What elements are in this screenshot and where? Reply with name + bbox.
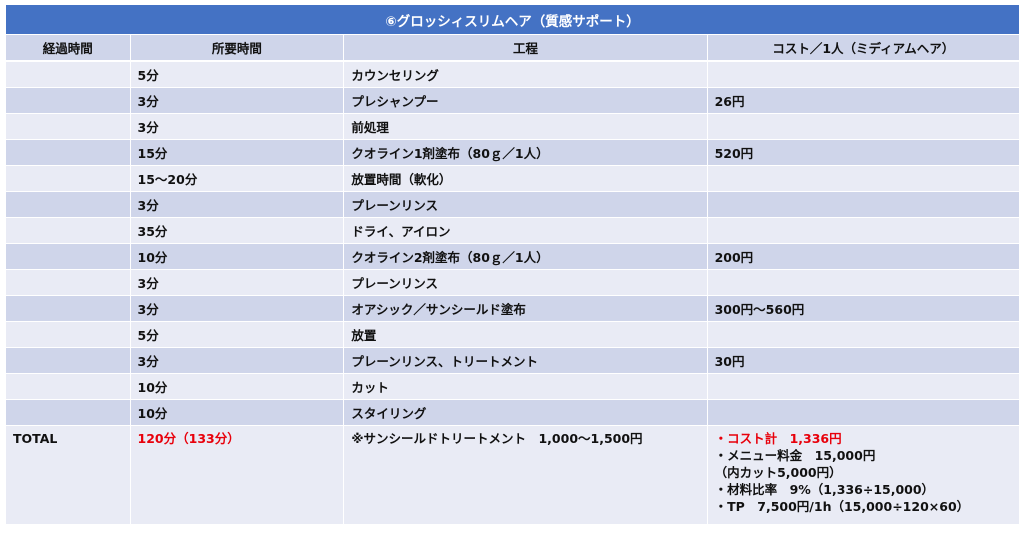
cell-duration: 15～20分 (129, 165, 345, 192)
total-label: TOTAL (5, 425, 131, 525)
header-process: 工程 (343, 34, 708, 62)
cell-elapsed (5, 243, 131, 270)
schedule-table-container: ⑥グロッシィスリムヘア（質感サポート） 経過時間 所要時間 工程 コスト／1人（… (5, 4, 1021, 525)
schedule-table: ⑥グロッシィスリムヘア（質感サポート） 経過時間 所要時間 工程 コスト／1人（… (5, 4, 1021, 525)
table-row: 3分 プレシャンプー 26円 (5, 87, 1021, 114)
header-row: 経過時間 所要時間 工程 コスト／1人（ミディアムヘア） (5, 34, 1021, 62)
cell-cost: 30円 (706, 347, 1021, 374)
cell-elapsed (5, 113, 131, 140)
cell-duration: 10分 (129, 243, 345, 270)
cell-cost (706, 269, 1021, 296)
header-cost: コスト／1人（ミディアムヘア） (706, 34, 1021, 62)
cell-process: ドライ、アイロン (343, 217, 708, 244)
cell-process: カウンセリング (343, 60, 708, 88)
cell-cost (706, 217, 1021, 244)
cell-process: プレーンリンス (343, 191, 708, 218)
cell-duration: 3分 (129, 269, 345, 296)
cell-process: プレシャンプー (343, 87, 708, 114)
table-row: 10分 クオライン2剤塗布（80ｇ／1人） 200円 (5, 243, 1021, 270)
table-row: 5分 カウンセリング (5, 60, 1021, 88)
cell-duration: 5分 (129, 60, 345, 88)
cell-elapsed (5, 347, 131, 374)
table-row: 5分 放置 (5, 321, 1021, 348)
cell-process: 前処理 (343, 113, 708, 140)
cell-elapsed (5, 321, 131, 348)
header-duration: 所要時間 (129, 34, 345, 62)
cell-elapsed (5, 165, 131, 192)
cell-duration: 35分 (129, 217, 345, 244)
cell-process: 放置時間（軟化） (343, 165, 708, 192)
cost-total-line: ・コスト計 1,336円 (714, 431, 842, 446)
tp-line: ・TP 7,500円/1h（15,000÷120×60） (714, 499, 970, 514)
material-ratio-line: ・材料比率 9%（1,336÷15,000） (714, 482, 935, 497)
cell-process: スタイリング (343, 399, 708, 426)
table-row: 3分 オアシック／サンシールド塗布 300円～560円 (5, 295, 1021, 322)
cell-duration: 5分 (129, 321, 345, 348)
cell-elapsed (5, 295, 131, 322)
cell-cost: 300円～560円 (706, 295, 1021, 322)
table-row: 15分 クオライン1剤塗布（80ｇ／1人） 520円 (5, 139, 1021, 166)
table-row: 10分 スタイリング (5, 399, 1021, 426)
cell-cost (706, 113, 1021, 140)
cell-process: 放置 (343, 321, 708, 348)
title-row: ⑥グロッシィスリムヘア（質感サポート） (5, 4, 1020, 35)
cell-duration: 15分 (129, 139, 345, 166)
cell-process: オアシック／サンシールド塗布 (343, 295, 708, 322)
cell-duration: 3分 (129, 113, 345, 140)
cell-process: クオライン1剤塗布（80ｇ／1人） (343, 139, 708, 166)
total-note: ※サンシールドトリートメント 1,000～1,500円 (343, 425, 708, 525)
cell-elapsed (5, 399, 131, 426)
cut-price-line: （内カット5,000円） (714, 465, 842, 480)
cell-cost: 200円 (706, 243, 1021, 270)
table-row: 3分 プレーンリンス、トリートメント 30円 (5, 347, 1021, 374)
cell-duration: 3分 (129, 191, 345, 218)
cell-elapsed (5, 139, 131, 166)
table-row: 3分 プレーンリンス (5, 191, 1021, 218)
menu-price-line: ・メニュー料金 15,000円 (714, 448, 876, 463)
table-row: 3分 前処理 (5, 113, 1021, 140)
cell-duration: 10分 (129, 399, 345, 426)
cell-elapsed (5, 87, 131, 114)
cell-duration: 3分 (129, 295, 345, 322)
cell-cost (706, 399, 1021, 426)
cell-cost (706, 165, 1021, 192)
table-row: 15～20分 放置時間（軟化） (5, 165, 1021, 192)
cell-process: クオライン2剤塗布（80ｇ／1人） (343, 243, 708, 270)
table-row: 10分 カット (5, 373, 1021, 400)
total-row: TOTAL 120分（133分） ※サンシールドトリートメント 1,000～1,… (5, 425, 1021, 525)
cell-elapsed (5, 373, 131, 400)
table-row: 3分 プレーンリンス (5, 269, 1021, 296)
header-elapsed-time: 経過時間 (5, 34, 131, 62)
table-title: ⑥グロッシィスリムヘア（質感サポート） (5, 4, 1020, 35)
cell-elapsed (5, 217, 131, 244)
table-body: 5分 カウンセリング 3分 プレシャンプー 26円 3分 前処理 15分 クオライン1剤塗布（8… (5, 60, 1021, 426)
cell-cost (706, 373, 1021, 400)
cell-cost (706, 60, 1021, 88)
cell-process: プレーンリンス、トリートメント (343, 347, 708, 374)
cell-duration: 10分 (129, 373, 345, 400)
total-duration: 120分（133分） (129, 425, 345, 525)
cell-cost: 26円 (706, 87, 1021, 114)
cell-elapsed (5, 269, 131, 296)
cell-process: カット (343, 373, 708, 400)
cell-process: プレーンリンス (343, 269, 708, 296)
table-row: 35分 ドライ、アイロン (5, 217, 1021, 244)
cell-duration: 3分 (129, 347, 345, 374)
cell-cost (706, 191, 1021, 218)
total-cost-summary: ・コスト計 1,336円 ・メニュー料金 15,000円 （内カット5,000円… (706, 425, 1021, 525)
cell-cost (706, 321, 1021, 348)
cell-cost: 520円 (706, 139, 1021, 166)
cell-elapsed (5, 191, 131, 218)
cell-elapsed (5, 60, 131, 88)
cell-duration: 3分 (129, 87, 345, 114)
